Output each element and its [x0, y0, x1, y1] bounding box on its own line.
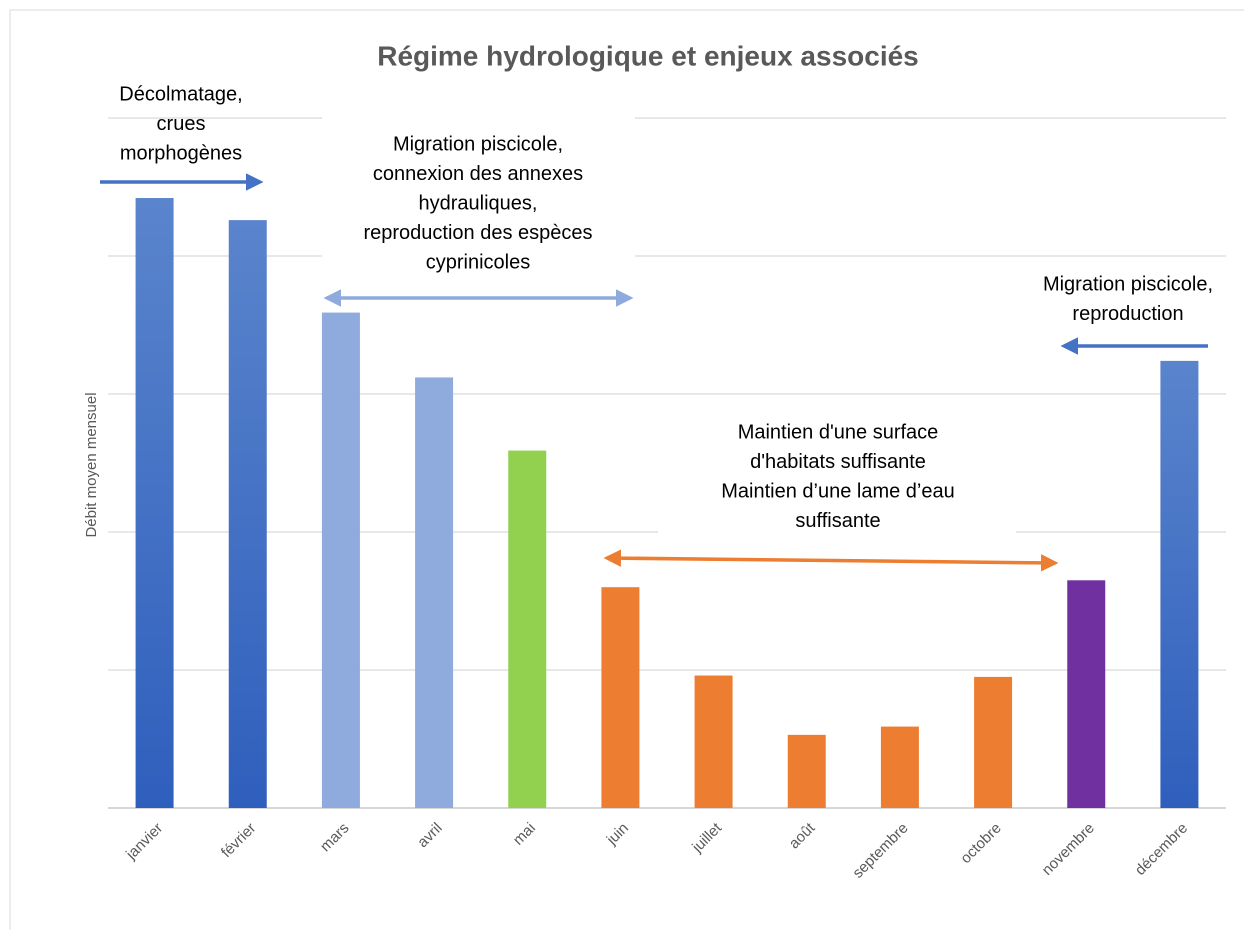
annotation-text: reproduction des espèces [363, 222, 592, 244]
annotation-text: Maintien d’une lame d’eau [721, 480, 955, 502]
annotation-background [658, 410, 1016, 550]
annotation-text: Décolmatage, [119, 83, 242, 105]
x-tick-label: juillet [688, 819, 725, 856]
annotation-background [322, 100, 635, 285]
bar [694, 675, 733, 808]
bar [1160, 360, 1199, 808]
annotation-text: crues [157, 113, 206, 135]
x-tick-label: janvier [122, 820, 166, 864]
bar [508, 450, 547, 808]
annotation-text: d'habitats suffisante [750, 451, 926, 473]
x-tick-label: mai [510, 820, 539, 849]
chart-title: Régime hydrologique et enjeux associés [377, 40, 919, 71]
bar [135, 198, 174, 809]
x-tick-label: avril [414, 820, 445, 851]
x-tick-label: mars [317, 820, 353, 856]
bar [321, 312, 360, 808]
annotation-text: suffisante [795, 510, 880, 532]
x-tick-label: décembre [1132, 820, 1191, 879]
x-tick-label: novembre [1039, 820, 1098, 879]
frame [9, 9, 1244, 930]
bar [974, 676, 1013, 808]
annotation-text: connexion des annexes [373, 163, 583, 185]
annotation-text: reproduction [1072, 303, 1183, 325]
annotation-text: Migration piscicole, [393, 133, 563, 155]
x-tick-label: octobre [957, 820, 1004, 867]
annotation-text: Maintien d'une surface [738, 421, 939, 443]
annotation-text: hydrauliques, [419, 192, 538, 214]
bar [1067, 580, 1106, 808]
y-axis-label: Débit moyen mensuel [83, 392, 100, 537]
x-tick-label: août [786, 819, 819, 852]
x-tick-label: juin [603, 820, 632, 849]
bar [601, 587, 640, 808]
x-tick-label: septembre [849, 820, 911, 882]
bar [787, 734, 826, 808]
annotation-text: Migration piscicole, [1043, 273, 1213, 295]
bar [415, 377, 454, 808]
bar [880, 726, 919, 808]
annotation-arrow [603, 549, 1059, 572]
bar [228, 220, 267, 808]
x-tick-label: février [218, 820, 259, 861]
annotation-text: cyprinicoles [426, 251, 530, 273]
annotation-text: morphogènes [120, 142, 242, 164]
